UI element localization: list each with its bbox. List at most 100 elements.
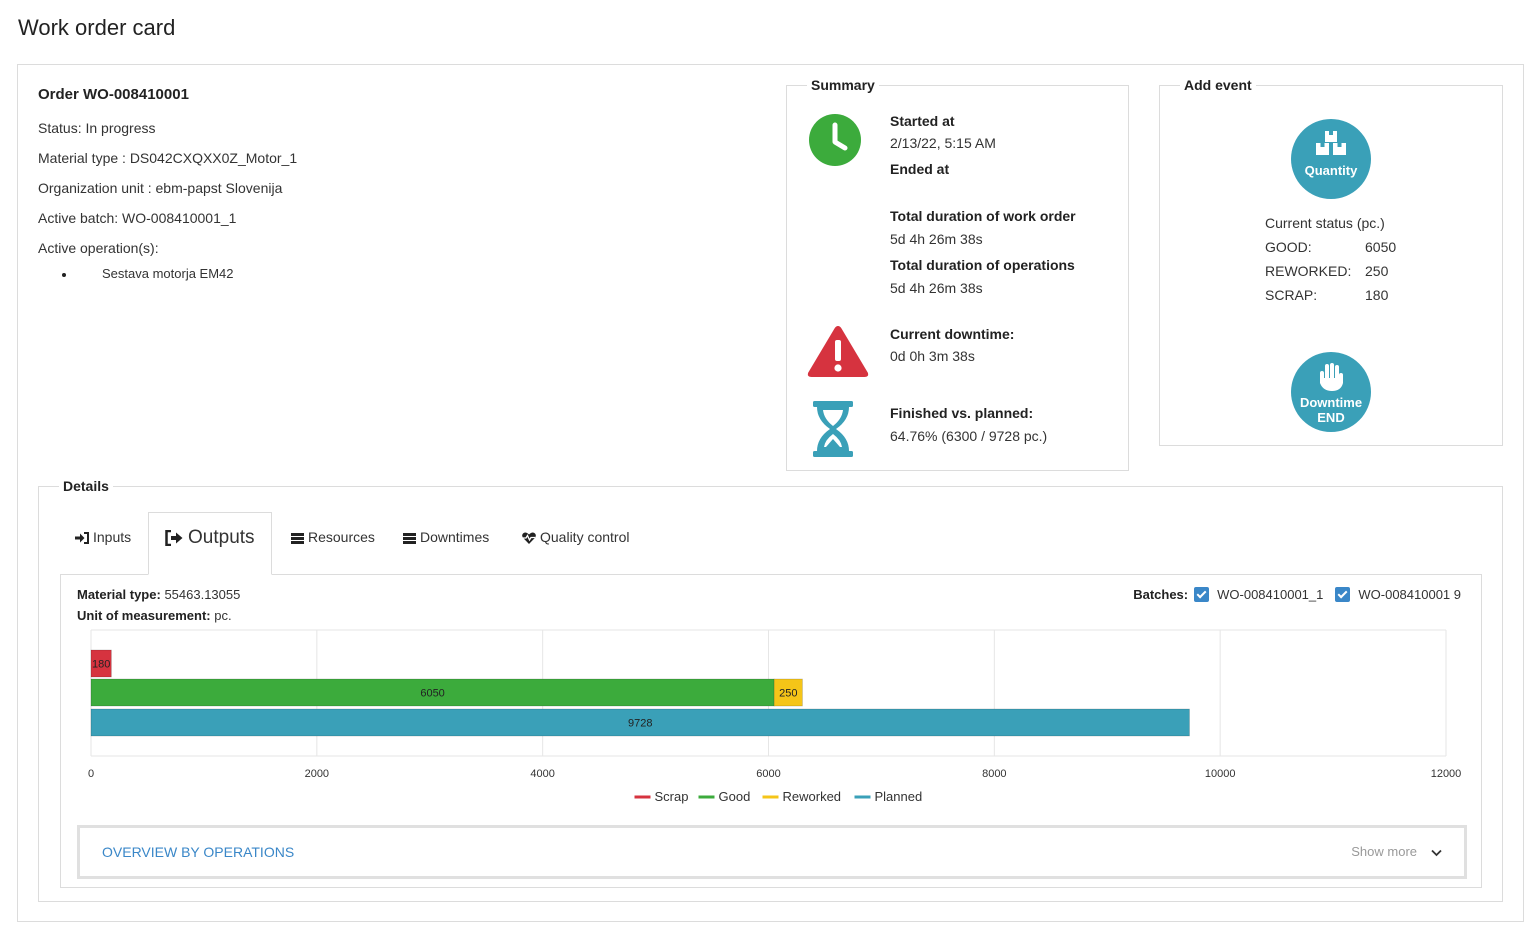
batches-filter: Batches: WO-008410001_1 WO-008410001 9	[1133, 587, 1461, 602]
bar-planned	[90, 708, 1190, 737]
order-material-type: Material type : DS042CXQXX0Z_Motor_1	[38, 150, 298, 166]
chevron-down-icon	[1431, 849, 1442, 856]
batches-label: Batches:	[1133, 587, 1189, 602]
downtime-end-button[interactable]: Downtime END	[1291, 352, 1371, 432]
current-status-block: Current status (pc.) GOOD: 6050 REWORKED:…	[1265, 211, 1396, 307]
clock-icon	[809, 114, 861, 166]
boxes-icon	[1316, 131, 1346, 155]
total-ops-duration-value: 5d 4h 26m 38s	[890, 280, 983, 296]
heartbeat-icon	[522, 532, 536, 545]
tab-label: Inputs	[93, 529, 132, 545]
reworked-label: REWORKED:	[1265, 263, 1352, 279]
order-info: Order WO-008410001 Status: In progress M…	[38, 86, 638, 284]
x-tick-label: 6000	[756, 768, 780, 780]
legend-label: Good	[719, 789, 751, 804]
legend-label: Reworked	[783, 789, 842, 804]
list-icon	[291, 532, 304, 544]
x-tick-label: 8000	[982, 768, 1006, 780]
tab-label: Quality control	[540, 529, 630, 545]
uom-line: Unit of measurement: pc.	[77, 608, 232, 623]
finished-vs-planned-value: 64.76% (6300 / 9728 pc.)	[890, 428, 1048, 444]
show-more-button[interactable]: Show more	[1351, 844, 1442, 859]
scrap-value: 180	[1365, 287, 1389, 303]
x-tick-label: 10000	[1205, 768, 1236, 780]
good-value: 6050	[1365, 239, 1397, 255]
reworked-value: 250	[1365, 263, 1389, 279]
uom-label: Unit of measurement:	[77, 608, 211, 623]
downtime-button-label-line1: Downtime	[1299, 395, 1363, 410]
details-panel: Details Inputs Outputs Resources Downtim…	[38, 478, 1503, 902]
downtime-button-label-line2: END	[1317, 410, 1345, 425]
summary-legend: Summary	[811, 77, 875, 93]
order-organization-unit: Organization unit : ebm-papst Slovenija	[38, 180, 283, 196]
batch-label: WO-008410001_1	[1217, 587, 1324, 602]
legend-label: Scrap	[655, 789, 689, 804]
batch-checkbox[interactable]	[1194, 587, 1210, 602]
finished-vs-planned-label: Finished vs. planned:	[890, 405, 1034, 421]
tab-label: Downtimes	[420, 529, 490, 545]
quantity-button[interactable]: Quantity	[1291, 119, 1371, 199]
tab-label: Resources	[308, 529, 375, 545]
tab-outputs[interactable]: Outputs	[148, 512, 272, 575]
scrap-label: SCRAP:	[1265, 287, 1318, 303]
material-type-line: Material type: 55463.13055	[77, 587, 240, 602]
bar-scrap	[90, 649, 112, 678]
list-icon	[403, 532, 416, 544]
tab-resources[interactable]: Resources	[291, 512, 375, 575]
hourglass-icon	[813, 401, 853, 457]
add-event-panel: Add event Quantity Current status (pc.) …	[1159, 77, 1503, 446]
tab-quality-control[interactable]: Quality control	[522, 512, 629, 575]
page-title: Work order card	[18, 15, 176, 40]
quantity-button-label: Quantity	[1304, 163, 1358, 178]
hand-icon	[1320, 363, 1343, 391]
bar-value-label: 6050	[420, 688, 444, 700]
total-ops-duration-label: Total duration of operations	[890, 257, 1075, 273]
outputs-chart: 0 2000 4000 6000 8000 10000 12000 180 6050 250 972…	[88, 629, 1462, 804]
current-status-label: Current status (pc.)	[1265, 215, 1385, 231]
active-operations-list: Sestava motorja EM42	[38, 264, 638, 284]
legend-label: Planned	[875, 789, 923, 804]
started-value: 2/13/22, 5:15 AM	[890, 135, 996, 151]
x-tick-label: 12000	[1431, 768, 1462, 780]
sign-out-icon	[165, 529, 183, 547]
warning-icon	[807, 326, 869, 377]
material-type-label: Material type:	[77, 587, 161, 602]
details-legend: Details	[63, 478, 109, 494]
bar-good	[90, 678, 775, 707]
work-order-card	[17, 64, 1524, 922]
total-wo-duration-value: 5d 4h 26m 38s	[890, 231, 983, 247]
list-item: Sestava motorja EM42	[62, 264, 638, 284]
outputs-tab-panel: Material type: 55463.13055 Unit of measu…	[60, 574, 1482, 888]
tab-downtimes[interactable]: Downtimes	[403, 512, 489, 575]
overview-by-operations[interactable]: OVERVIEW BY OPERATIONS Show more	[77, 825, 1467, 879]
summary-panel: Summary Started at 2/13/22, 5:15 AM Ende…	[786, 77, 1129, 471]
details-tabs: Inputs Outputs Resources Downtimes Quali…	[60, 512, 1482, 575]
bar-value-label: 180	[92, 659, 110, 671]
current-downtime-value: 0d 0h 3m 38s	[890, 348, 975, 364]
x-tick-label: 2000	[305, 768, 329, 780]
material-type-value: 55463.13055	[164, 587, 241, 602]
add-event-legend: Add event	[1184, 77, 1252, 93]
good-label: GOOD:	[1265, 239, 1312, 255]
x-tick-label: 4000	[530, 768, 554, 780]
order-title: Order WO-008410001	[38, 86, 189, 103]
batch-label: WO-008410001 9	[1358, 587, 1461, 602]
tab-inputs[interactable]: Inputs	[75, 512, 131, 575]
order-active-batch: Active batch: WO-008410001_1	[38, 210, 237, 226]
sign-in-icon	[75, 532, 89, 545]
x-tick-label: 0	[88, 768, 94, 780]
started-label: Started at	[890, 113, 955, 129]
order-status: Status: In progress	[38, 120, 156, 136]
bar-value-label: 250	[779, 688, 797, 700]
active-operations-label: Active operation(s):	[38, 240, 159, 256]
current-downtime-label: Current downtime:	[890, 326, 1015, 342]
show-more-label: Show more	[1351, 844, 1417, 859]
overview-title: OVERVIEW BY OPERATIONS	[102, 844, 295, 860]
batch-checkbox[interactable]	[1335, 587, 1351, 602]
bar-reworked	[773, 678, 803, 707]
total-wo-duration-label: Total duration of work order	[890, 208, 1076, 224]
tab-label: Outputs	[188, 527, 255, 548]
uom-value: pc.	[214, 608, 232, 623]
ended-label: Ended at	[890, 161, 950, 177]
bar-value-label: 9728	[628, 718, 652, 730]
